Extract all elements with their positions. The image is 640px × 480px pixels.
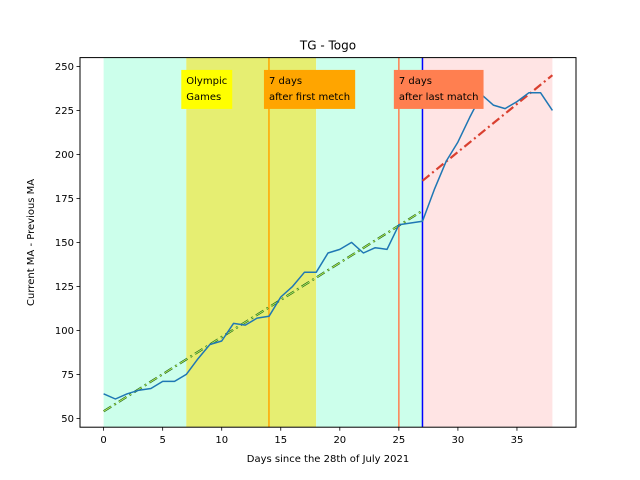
olympic-games-label-box — [181, 69, 233, 109]
y-tick-label: 125 — [55, 282, 74, 293]
x-tick-label: 25 — [392, 435, 405, 446]
x-tick-label: 35 — [511, 435, 524, 446]
y-tick-label: 250 — [55, 62, 74, 73]
last-match-label-line: 7 days — [399, 76, 432, 87]
last-match-label-box — [393, 69, 484, 109]
pre-trend-inner — [103, 210, 423, 412]
x-tick-label: 5 — [159, 435, 165, 446]
olympic-games-label-line: Games — [186, 92, 221, 103]
olympic-games-label: Olympic Games — [181, 69, 233, 109]
region-pre-olympics — [103, 57, 187, 428]
y-tick-label: 100 — [55, 326, 74, 337]
vertical-marker-lines — [268, 57, 424, 428]
first-match-label-line: 7 days — [269, 76, 302, 87]
x-tick-label: 0 — [100, 435, 106, 446]
y-tick-label: 200 — [55, 150, 74, 161]
last-match-label: 7 days after last match — [393, 69, 484, 109]
y-axis-ticks: 50 75 100 125 150 175 200 225 250 — [55, 62, 80, 425]
y-tick-label: 225 — [55, 106, 74, 117]
x-axis-label: Days since the 28th of July 2021 — [247, 454, 409, 465]
y-axis-label: Current MA - Previous MA — [26, 179, 37, 306]
y-tick-label: 150 — [55, 238, 74, 249]
first-match-label-box — [263, 69, 356, 109]
x-tick-label: 30 — [452, 435, 465, 446]
region-olympic-games — [186, 57, 317, 428]
region-post-olympics — [316, 57, 423, 428]
shaded-regions — [103, 57, 553, 428]
first-match-label: 7 days after first metch — [263, 69, 356, 109]
x-tick-label: 15 — [274, 435, 287, 446]
last-match-label-line: after last match — [399, 92, 479, 103]
chart-title: TG - Togo — [299, 39, 356, 53]
x-tick-label: 10 — [215, 435, 228, 446]
y-tick-label: 175 — [55, 194, 74, 205]
y-tick-label: 75 — [61, 370, 74, 381]
x-axis-ticks: 0 5 10 15 20 25 30 35 — [100, 427, 523, 446]
olympic-games-label-line: Olympic — [186, 76, 227, 87]
region-after-last-match — [422, 57, 553, 428]
first-match-label-line: after first metch — [269, 92, 350, 103]
y-tick-label: 50 — [61, 414, 74, 425]
x-tick-label: 20 — [333, 435, 346, 446]
